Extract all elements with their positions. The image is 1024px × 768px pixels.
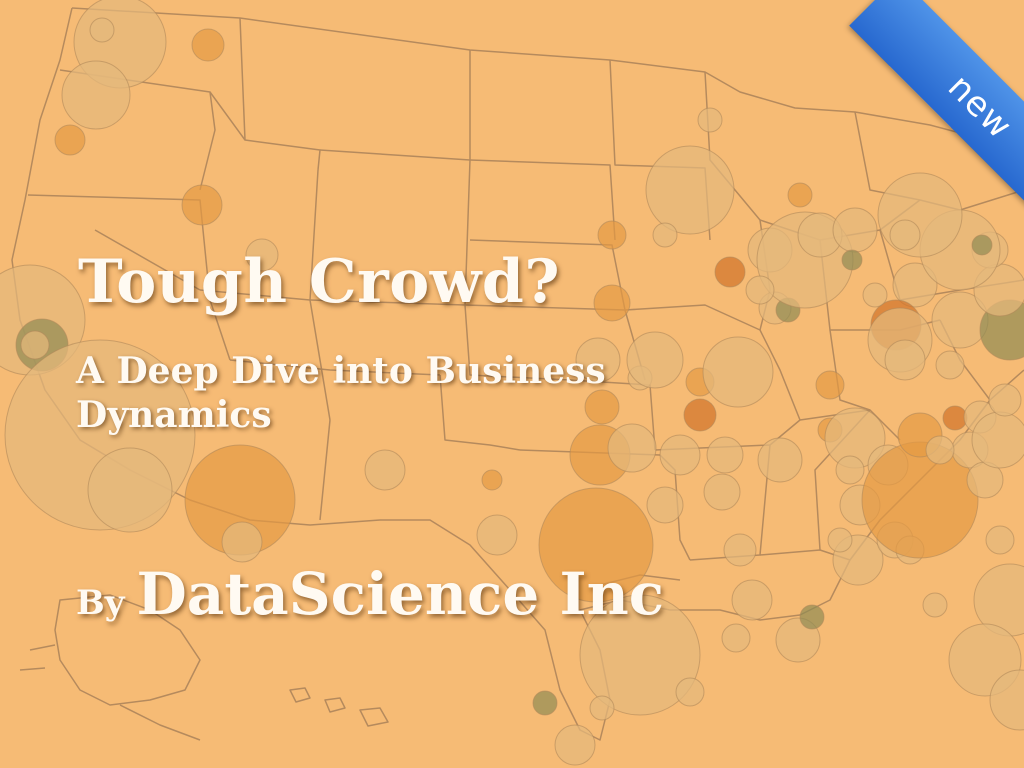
map-marker: [365, 450, 405, 490]
map-marker: [646, 146, 734, 234]
map-marker: [724, 534, 756, 566]
map-marker: [707, 437, 743, 473]
map-marker: [800, 605, 824, 629]
map-marker: [653, 223, 677, 247]
map-marker: [555, 725, 595, 765]
map-marker: [627, 332, 683, 388]
map-marker: [936, 351, 964, 379]
map-marker: [477, 515, 517, 555]
map-marker: [21, 331, 49, 359]
new-badge-label: new: [940, 67, 1020, 147]
map-marker: [828, 528, 852, 552]
map-marker: [482, 470, 502, 490]
map-marker: [816, 371, 844, 399]
map-marker: [885, 340, 925, 380]
map-marker: [246, 239, 278, 271]
map-marker: [715, 257, 745, 287]
map-marker: [986, 526, 1014, 554]
map-marker: [539, 488, 653, 602]
map-marker: [926, 436, 954, 464]
map-marker: [660, 435, 700, 475]
map-marker: [923, 593, 947, 617]
map-marker: [182, 185, 222, 225]
map-marker: [608, 424, 656, 472]
new-ribbon: new: [764, 0, 1024, 260]
map-marker: [590, 696, 614, 720]
map-marker: [836, 456, 864, 484]
map-marker: [746, 276, 774, 304]
map-marker: [943, 406, 967, 430]
map-marker: [703, 337, 773, 407]
map-marker: [704, 474, 740, 510]
map-marker: [647, 487, 683, 523]
map-marker: [594, 285, 630, 321]
map-marker: [972, 412, 1024, 468]
map-marker: [192, 29, 224, 61]
map-marker: [676, 678, 704, 706]
map-marker: [88, 448, 172, 532]
new-badge: new: [849, 0, 1024, 238]
map-marker: [863, 283, 887, 307]
map-marker: [585, 390, 619, 424]
map-marker: [989, 384, 1021, 416]
map-marker: [90, 18, 114, 42]
map-marker: [576, 338, 620, 382]
map-marker: [598, 221, 626, 249]
map-marker: [758, 438, 802, 482]
map-marker: [62, 61, 130, 129]
map-marker: [698, 108, 722, 132]
map-marker: [684, 399, 716, 431]
map-marker: [732, 580, 772, 620]
map-marker: [222, 522, 262, 562]
map-marker: [722, 624, 750, 652]
map-marker: [55, 125, 85, 155]
map-marker: [533, 691, 557, 715]
